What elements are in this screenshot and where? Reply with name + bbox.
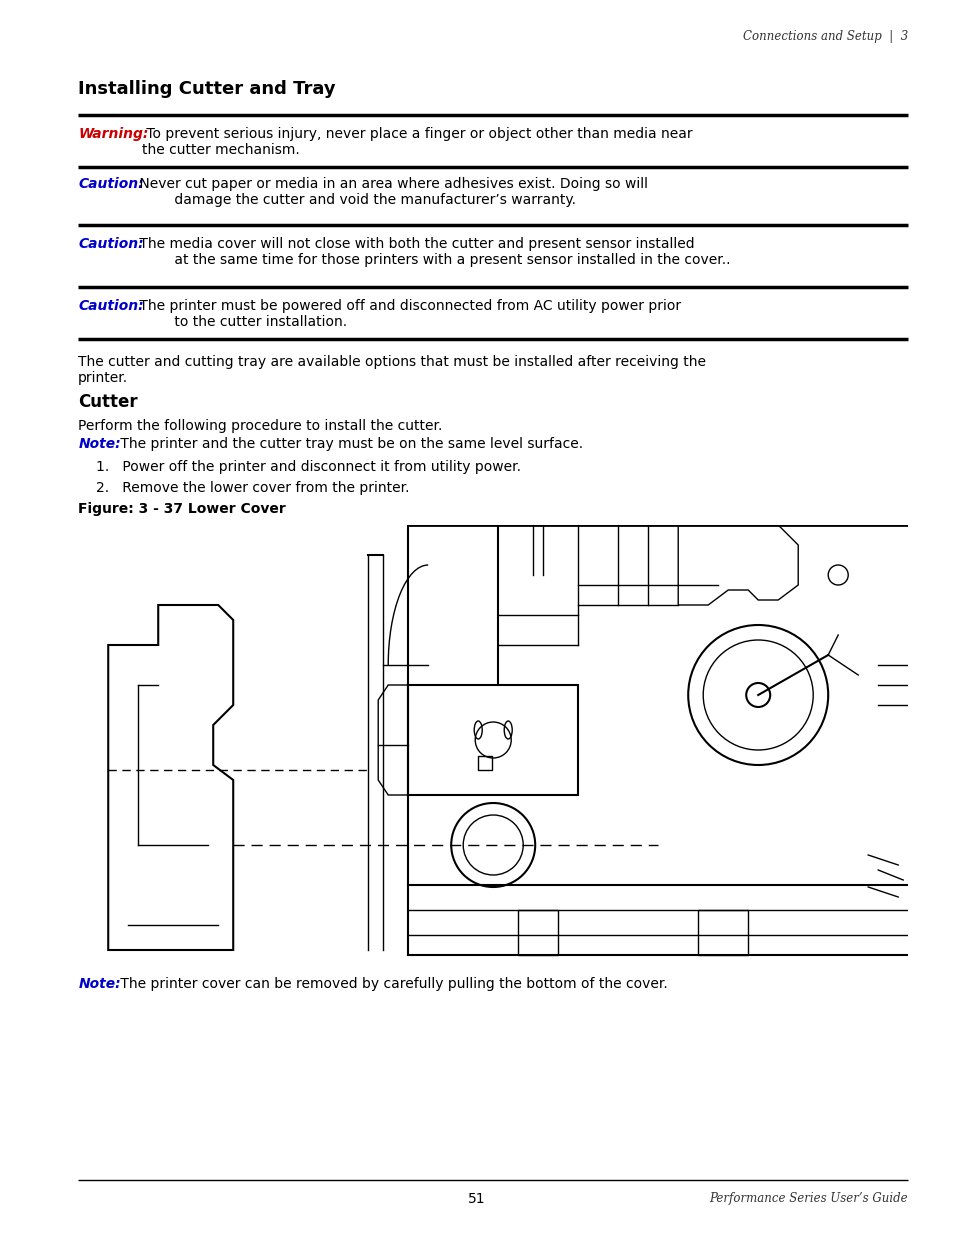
Text: Never cut paper or media in an area where adhesives exist. Doing so will
       : Never cut paper or media in an area wher… bbox=[135, 177, 647, 207]
Text: Installing Cutter and Tray: Installing Cutter and Tray bbox=[78, 80, 335, 98]
Text: Caution:: Caution: bbox=[78, 299, 144, 312]
Text: The printer must be powered off and disconnected from AC utility power prior
   : The printer must be powered off and disc… bbox=[135, 299, 680, 330]
Text: To prevent serious injury, never place a finger or object other than media near
: To prevent serious injury, never place a… bbox=[142, 127, 692, 157]
Bar bbox=[698, 910, 747, 955]
Text: 1.   Power off the printer and disconnect it from utility power.: 1. Power off the printer and disconnect … bbox=[96, 459, 520, 474]
Text: Warning:: Warning: bbox=[78, 127, 149, 141]
Text: Connections and Setup  |  3: Connections and Setup | 3 bbox=[742, 30, 907, 43]
Text: Note:: Note: bbox=[78, 977, 121, 990]
Text: The printer cover can be removed by carefully pulling the bottom of the cover.: The printer cover can be removed by care… bbox=[116, 977, 667, 990]
Text: Cutter: Cutter bbox=[78, 393, 138, 411]
Text: Figure: 3 - 37 Lower Cover: Figure: 3 - 37 Lower Cover bbox=[78, 501, 286, 516]
Bar bbox=[477, 756, 492, 769]
Text: 2.   Remove the lower cover from the printer.: 2. Remove the lower cover from the print… bbox=[96, 480, 409, 495]
Bar bbox=[517, 910, 558, 955]
Text: Perform the following procedure to install the cutter.: Perform the following procedure to insta… bbox=[78, 419, 442, 433]
Text: Caution:: Caution: bbox=[78, 237, 144, 251]
Text: Performance Series User’s Guide: Performance Series User’s Guide bbox=[709, 1192, 907, 1205]
Text: The cutter and cutting tray are available options that must be installed after r: The cutter and cutting tray are availabl… bbox=[78, 354, 705, 385]
Text: Caution:: Caution: bbox=[78, 177, 144, 191]
Text: The printer and the cutter tray must be on the same level surface.: The printer and the cutter tray must be … bbox=[116, 437, 582, 451]
Text: Note:: Note: bbox=[78, 437, 121, 451]
Text: 51: 51 bbox=[468, 1192, 485, 1207]
Text: The media cover will not close with both the cutter and present sensor installed: The media cover will not close with both… bbox=[135, 237, 730, 267]
